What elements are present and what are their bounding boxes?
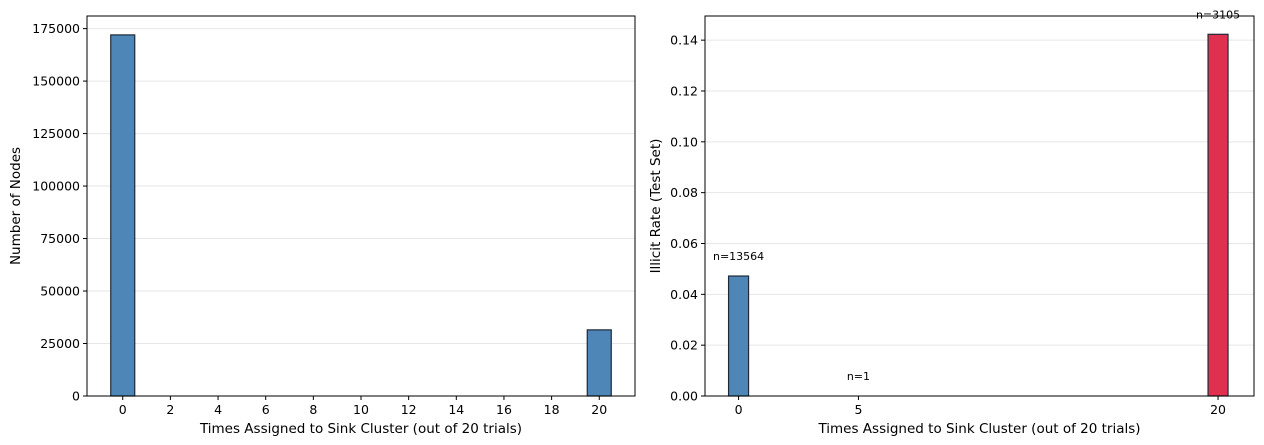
left-ytick-label: 150000 xyxy=(32,74,80,89)
right-ytick-label: 0.02 xyxy=(670,338,698,353)
left-xtick-label: 6 xyxy=(262,402,270,417)
left-axes-frame xyxy=(86,15,636,397)
chart-node-counts: 0 25000 50000 75000 100000 125000 150000 175000… xyxy=(8,15,636,437)
right-ytick-label: 0.04 xyxy=(670,287,698,302)
right-xtick-label: 20 xyxy=(1210,402,1226,417)
right-bar-20 xyxy=(1207,33,1229,397)
left-ytick-label: 175000 xyxy=(32,21,80,36)
right-ytick-label: 0.08 xyxy=(670,185,698,200)
right-bar-annotation-5: n=1 xyxy=(847,370,870,383)
left-xtick-label: 8 xyxy=(309,402,317,417)
right-bar-0 xyxy=(727,275,750,397)
right-ytick-label: 0.06 xyxy=(670,236,698,251)
left-xtick-label: 16 xyxy=(496,402,512,417)
left-bar-0 xyxy=(110,34,136,397)
left-ytick-label: 50000 xyxy=(40,284,80,299)
chart-illicit-rate: n=13564 n=1 n=3105 0.00 0.02 0.04 0.06 0.08 0.10… xyxy=(648,8,1255,437)
right-bar-annotation-20: n=3105 xyxy=(1196,8,1240,21)
left-xtick-label: 20 xyxy=(591,402,607,417)
left-xtick-label: 0 xyxy=(119,402,127,417)
right-axes-frame xyxy=(704,15,1255,397)
right-ytick-label: 0.10 xyxy=(670,134,698,149)
right-ytick-label: 0.12 xyxy=(670,83,698,98)
left-ytick-label: 75000 xyxy=(40,231,80,246)
left-bar-20 xyxy=(586,329,612,397)
left-y-axis-label: Number of Nodes xyxy=(8,147,24,265)
left-xtick-label: 4 xyxy=(214,402,222,417)
right-bar-annotation-0: n=13564 xyxy=(713,250,764,263)
right-xtick-label: 5 xyxy=(854,402,862,417)
left-ytick-label: 125000 xyxy=(32,126,80,141)
right-y-axis-label: Illicit Rate (Test Set) xyxy=(648,139,664,274)
left-xtick-label: 14 xyxy=(448,402,464,417)
left-ytick-label: 0 xyxy=(72,389,80,404)
left-xtick-label: 18 xyxy=(544,402,560,417)
right-xtick-label: 0 xyxy=(735,402,743,417)
right-ytick-label: 0.00 xyxy=(670,389,698,404)
left-xtick-label: 12 xyxy=(401,402,417,417)
left-xtick-label: 2 xyxy=(166,402,174,417)
left-ytick-label: 100000 xyxy=(32,179,80,194)
left-ytick-label: 25000 xyxy=(40,336,80,351)
right-x-axis-label: Times Assigned to Sink Cluster (out of 2… xyxy=(817,421,1140,437)
left-x-axis-label: Times Assigned to Sink Cluster (out of 2… xyxy=(199,421,522,437)
left-xtick-label: 10 xyxy=(353,402,369,417)
right-ytick-label: 0.14 xyxy=(670,33,698,48)
